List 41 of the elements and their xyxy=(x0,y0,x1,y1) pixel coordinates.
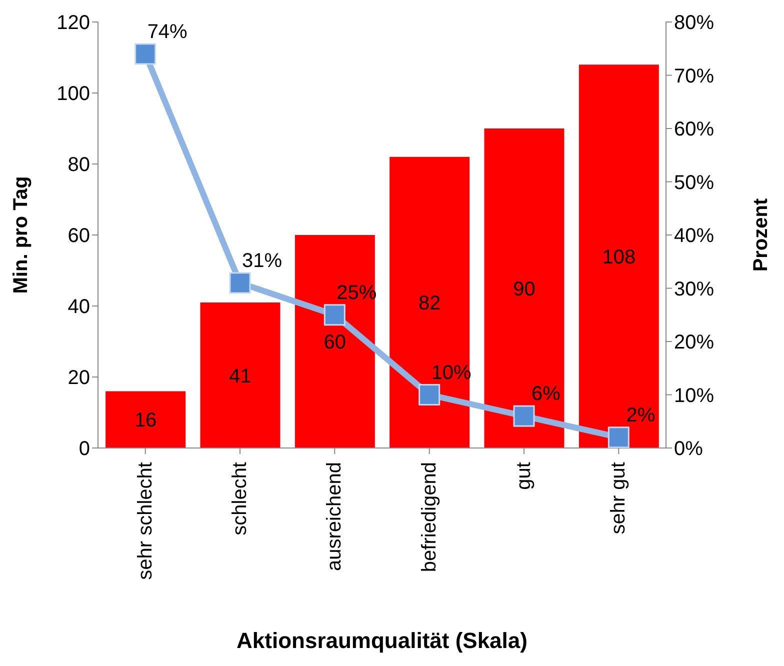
bar xyxy=(294,235,375,448)
data-label: 41 xyxy=(229,365,252,388)
x-tick-label: befriedigend xyxy=(418,462,440,572)
y-tick-label: 100 xyxy=(56,83,90,106)
x-tick-label: sehr gut xyxy=(608,462,630,534)
y-tick-label: 40 xyxy=(68,296,90,318)
y-tick-label: 0 xyxy=(78,438,90,460)
y2-tick-label: 10% xyxy=(674,384,714,407)
bar xyxy=(200,302,280,448)
x-tick-label: sehr schlecht xyxy=(134,462,156,580)
data-label: 6% xyxy=(532,383,561,406)
x-axis-title: Aktionsraumqualität (Skala) xyxy=(236,628,528,653)
data-label: 74% xyxy=(147,20,188,43)
y2-tick-label: 0% xyxy=(674,438,704,460)
y2-tick-label: 80% xyxy=(674,12,714,34)
y2-tick-label: 20% xyxy=(674,332,714,354)
bar xyxy=(390,156,470,448)
bar xyxy=(578,64,659,448)
y-tick-label: 20 xyxy=(68,367,90,390)
x-tick-label: gut xyxy=(513,462,535,490)
y-tick-label: 80 xyxy=(68,154,90,176)
data-label: 60 xyxy=(324,332,346,354)
data-label: 108 xyxy=(602,246,636,268)
y2-tick-label: 30% xyxy=(674,278,714,300)
y2-tick-label: 70% xyxy=(674,65,714,88)
y-tick-label: 120 xyxy=(56,12,90,34)
data-label: 2% xyxy=(626,404,656,426)
x-tick-label: ausreichend xyxy=(324,462,346,571)
y-tick-label: 60 xyxy=(68,225,90,248)
y2-tick-label: 40% xyxy=(674,225,714,248)
data-label: 16 xyxy=(134,410,157,432)
y2-tick-label: 50% xyxy=(674,172,714,194)
x-tick-label: schlecht xyxy=(229,462,251,536)
data-label: 90 xyxy=(513,278,536,300)
y-axis-title: Min. pro Tag xyxy=(10,176,32,294)
bar xyxy=(484,128,564,448)
data-label: 82 xyxy=(418,292,441,315)
bar xyxy=(106,391,186,448)
y2-axis-title: Prozent xyxy=(750,198,772,272)
y2-tick-label: 60% xyxy=(674,118,714,141)
data-label: 31% xyxy=(242,250,282,272)
